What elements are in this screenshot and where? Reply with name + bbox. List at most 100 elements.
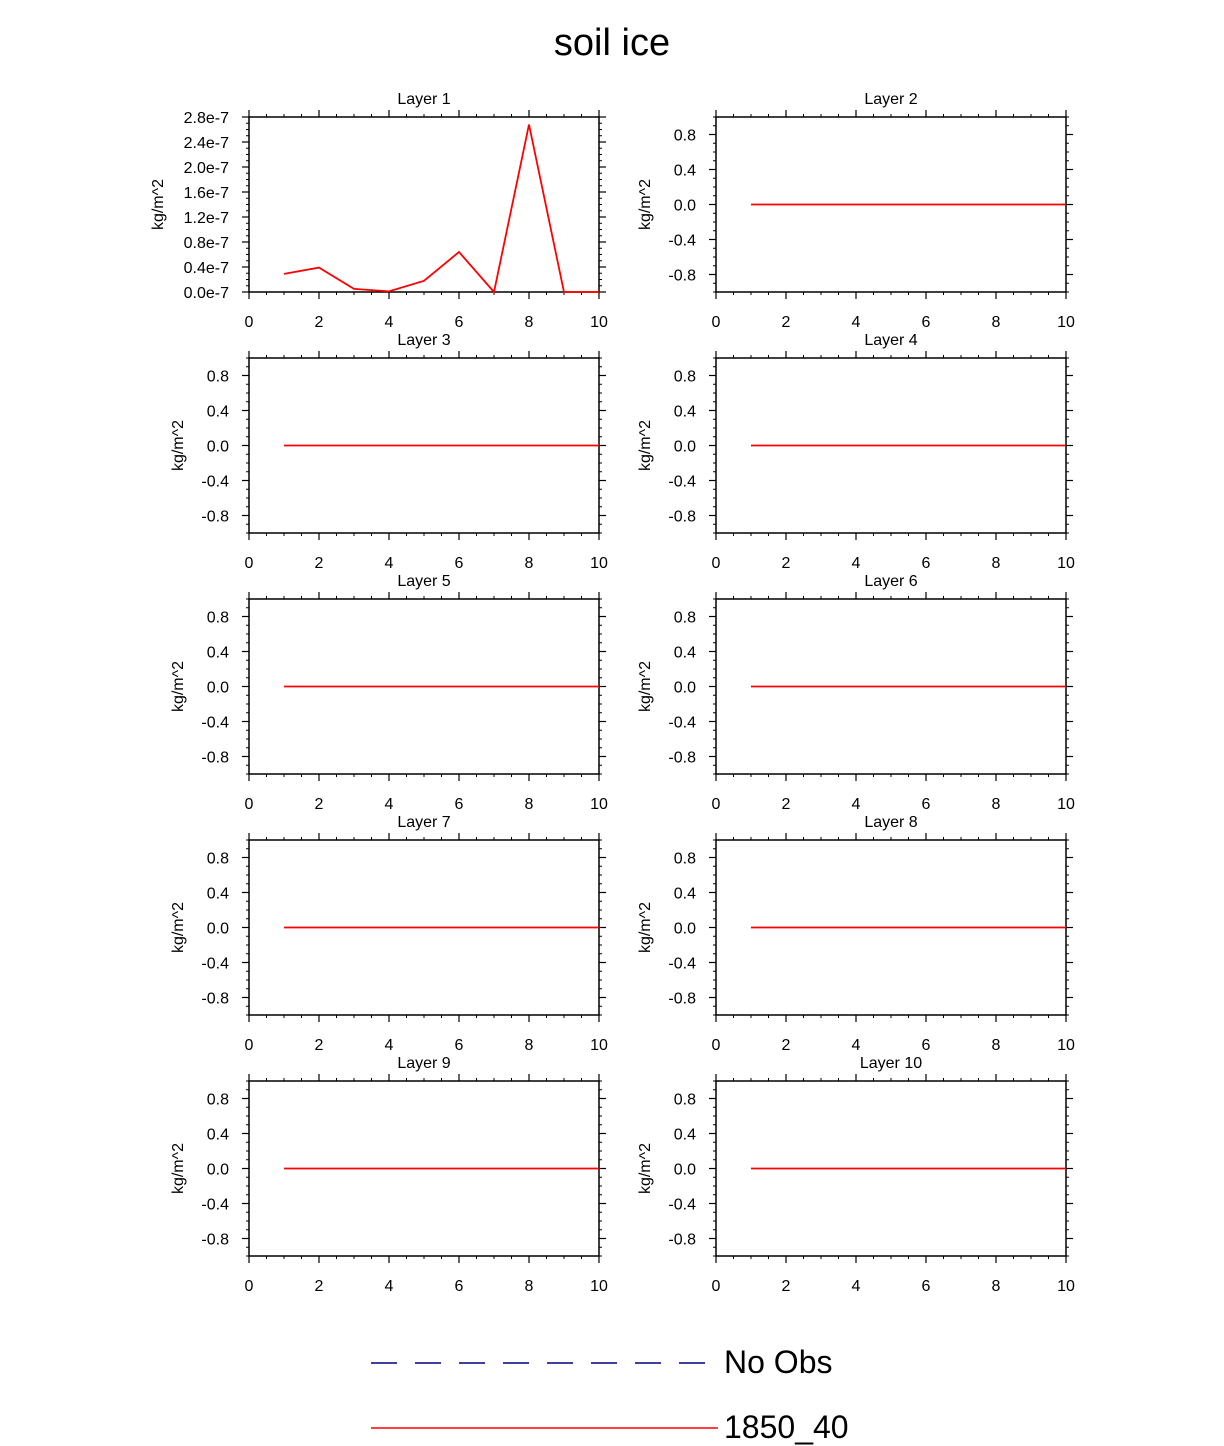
x-tick-label: 2 xyxy=(782,1037,791,1054)
y-tick-label: 2.4e-7 xyxy=(184,135,229,152)
x-tick-label: 10 xyxy=(590,796,608,813)
panel-layer-3: Layer 3 kg/m^2 0 2 4 6 8 10 -0.8 -0.4 0.0 0.4 0.8 xyxy=(170,332,608,572)
y-tick-label: -0.8 xyxy=(201,750,229,767)
x-tick-label: 6 xyxy=(455,555,464,572)
y-tick-label: 0.0 xyxy=(674,198,696,215)
y-tick-label: 0.4 xyxy=(674,163,696,180)
y-tick-label: 2.8e-7 xyxy=(184,110,229,127)
panel-layer-9: Layer 9 kg/m^2 0 2 4 6 8 10 -0.8 -0.4 0.0 0.4 0.8 xyxy=(170,1055,608,1295)
x-tick-label: 2 xyxy=(315,1278,324,1295)
x-tick-label: 8 xyxy=(992,1037,1001,1054)
x-tick-label: 6 xyxy=(922,1278,931,1295)
y-tick-label: 0.0 xyxy=(207,1162,229,1179)
x-tick-label: 4 xyxy=(385,555,394,572)
y-tick-label: 0.8 xyxy=(207,369,229,386)
x-tick-label: 8 xyxy=(992,796,1001,813)
y-tick-label: -0.8 xyxy=(201,1232,229,1249)
x-tick-label: 8 xyxy=(992,1278,1001,1295)
x-tick-label: 10 xyxy=(1057,314,1075,331)
x-tick-label: 10 xyxy=(590,1278,608,1295)
y-tick-label: -0.8 xyxy=(668,750,696,767)
x-tick-label: 10 xyxy=(1057,555,1075,572)
x-tick-label: 6 xyxy=(455,1037,464,1054)
y-tick-label: 0.4e-7 xyxy=(184,260,229,277)
panel-title: Layer 3 xyxy=(397,332,450,349)
y-tick-label: -0.4 xyxy=(668,715,696,732)
y-axis-label: kg/m^2 xyxy=(170,902,187,953)
y-axis-label: kg/m^2 xyxy=(637,1143,654,1194)
x-tick-label: 4 xyxy=(852,314,861,331)
y-tick-label: 0.4 xyxy=(207,1127,229,1144)
y-tick-label: 0.8 xyxy=(674,128,696,145)
y-tick-label: 0.0 xyxy=(674,1162,696,1179)
x-tick-label: 6 xyxy=(922,1037,931,1054)
panel-title: Layer 1 xyxy=(397,91,450,108)
x-tick-label: 0 xyxy=(245,555,254,572)
y-tick-label: 0.0 xyxy=(674,439,696,456)
x-tick-label: 0 xyxy=(712,555,721,572)
y-tick-label: -0.8 xyxy=(668,991,696,1008)
x-tick-label: 2 xyxy=(782,314,791,331)
y-tick-label: 1.6e-7 xyxy=(184,185,229,202)
y-axis-label: kg/m^2 xyxy=(637,179,654,230)
x-tick-label: 4 xyxy=(852,1037,861,1054)
y-tick-label: 0.0 xyxy=(674,921,696,938)
y-tick-label: 0.0 xyxy=(207,680,229,697)
x-tick-label: 8 xyxy=(525,796,534,813)
x-tick-label: 2 xyxy=(315,796,324,813)
y-tick-label: 0.8 xyxy=(674,610,696,627)
panel-title: Layer 5 xyxy=(397,573,450,590)
y-tick-label: -0.8 xyxy=(668,1232,696,1249)
y-tick-label: 0.4 xyxy=(207,404,229,421)
y-tick-label: 0.0 xyxy=(207,921,229,938)
x-tick-label: 4 xyxy=(852,555,861,572)
y-tick-label: -0.4 xyxy=(668,956,696,973)
y-tick-label: 0.8 xyxy=(207,851,229,868)
panel-title: Layer 2 xyxy=(864,91,917,108)
x-tick-label: 6 xyxy=(922,555,931,572)
panel-title: Layer 6 xyxy=(864,573,917,590)
x-tick-label: 10 xyxy=(1057,796,1075,813)
y-tick-label: -0.4 xyxy=(201,956,229,973)
x-tick-label: 0 xyxy=(712,1278,721,1295)
x-tick-label: 4 xyxy=(385,796,394,813)
panel-title: Layer 4 xyxy=(864,332,917,349)
x-tick-label: 6 xyxy=(922,314,931,331)
y-tick-label: -0.8 xyxy=(668,268,696,285)
y-tick-label: -0.4 xyxy=(201,1197,229,1214)
y-tick-label: 2.0e-7 xyxy=(184,160,229,177)
x-tick-label: 0 xyxy=(245,314,254,331)
panel-title: Layer 8 xyxy=(864,814,917,831)
figure-title: soil ice xyxy=(553,22,671,64)
x-tick-label: 4 xyxy=(852,1278,861,1295)
y-tick-label: 0.8 xyxy=(207,1092,229,1109)
y-tick-label: -0.4 xyxy=(201,474,229,491)
panel-title: Layer 7 xyxy=(397,814,450,831)
panel-title: Layer 10 xyxy=(860,1055,922,1072)
y-axis-label: kg/m^2 xyxy=(150,179,167,230)
x-tick-label: 0 xyxy=(245,1278,254,1295)
panel-layer-7: Layer 7 kg/m^2 0 2 4 6 8 10 -0.8 -0.4 0.0 0.4 0.8 xyxy=(170,814,608,1054)
panel-layer-4: Layer 4 kg/m^2 0 2 4 6 8 10 -0.8 -0.4 0.0 0.4 0.8 xyxy=(637,332,1075,572)
series-line-1850-40 xyxy=(283,124,599,294)
y-tick-label: -0.4 xyxy=(668,1197,696,1214)
x-tick-label: 4 xyxy=(385,1037,394,1054)
y-tick-label: 0.8 xyxy=(674,369,696,386)
y-tick-label: -0.4 xyxy=(201,715,229,732)
legend-label-1850-40: 1850_40 xyxy=(724,1409,849,1445)
x-tick-label: 10 xyxy=(590,555,608,572)
x-tick-label: 4 xyxy=(385,1278,394,1295)
x-tick-label: 10 xyxy=(590,314,608,331)
x-tick-label: 10 xyxy=(1057,1278,1075,1295)
y-axis-label: kg/m^2 xyxy=(170,420,187,471)
y-tick-label: -0.4 xyxy=(668,233,696,250)
x-tick-label: 4 xyxy=(852,796,861,813)
x-tick-label: 8 xyxy=(525,555,534,572)
x-tick-label: 0 xyxy=(712,314,721,331)
panel-layer-6: Layer 6 kg/m^2 0 2 4 6 8 10 -0.8 -0.4 0.0 0.4 0.8 xyxy=(637,573,1075,813)
x-tick-label: 0 xyxy=(712,796,721,813)
x-tick-label: 2 xyxy=(782,555,791,572)
y-tick-label: 0.0e-7 xyxy=(184,285,229,302)
x-tick-label: 0 xyxy=(245,1037,254,1054)
x-tick-label: 10 xyxy=(1057,1037,1075,1054)
